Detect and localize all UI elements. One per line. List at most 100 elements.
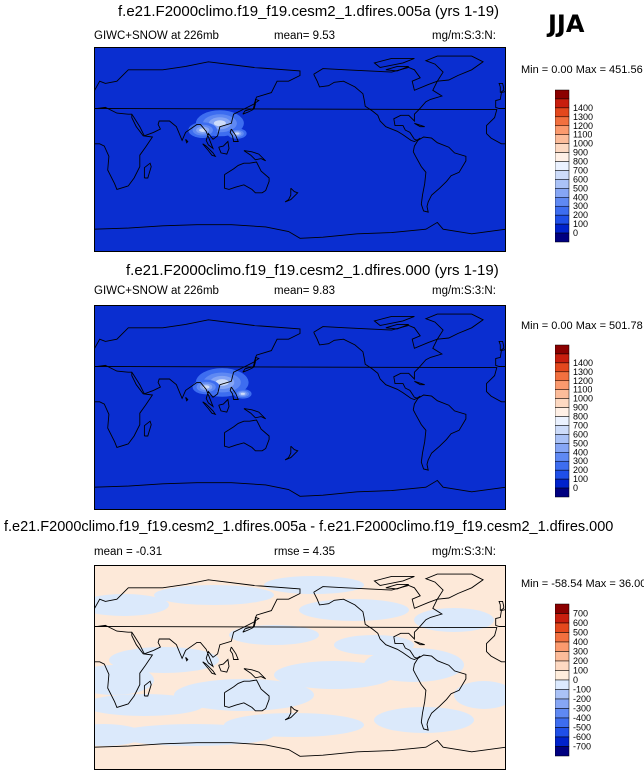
coastline-1: [94, 114, 154, 190]
colorbar-tick-label-9: 200: [573, 656, 588, 666]
coastline-17: [414, 380, 425, 386]
colorbar-tick-label-3: -400: [573, 713, 591, 723]
colorbar-tick-label-0: -700: [573, 742, 591, 752]
coastline-13: [424, 55, 484, 82]
coastline-11: [313, 585, 443, 660]
colorbar-box-14: [555, 107, 570, 118]
colorbar-box-12: [555, 632, 570, 643]
panel1-mean: mean= 9.53: [274, 30, 336, 42]
colorbar-tick-label-12: 500: [573, 628, 588, 638]
colorbar-box-7: [555, 170, 570, 180]
colorbar-tick-label-13: 1300: [573, 367, 593, 377]
panel2-minmax: Min = 0.00 Max = 501.78: [521, 320, 643, 332]
map-frame: [94, 305, 506, 510]
coastline-9: [243, 150, 267, 162]
colorbar-box-3: [555, 717, 570, 728]
colorbar-tick-label-4: 400: [573, 192, 588, 202]
coastlines: [94, 313, 506, 497]
coastline-1: [94, 632, 154, 708]
panel2-variable-label: GIWC+SNOW at 226mb: [94, 285, 219, 297]
panel1-variable-label: GIWC+SNOW at 226mb: [94, 30, 219, 42]
panel2-map: [94, 305, 506, 510]
coastline-8: [202, 661, 217, 676]
diff-patch-0: [94, 665, 154, 695]
coastline-15: [143, 680, 152, 697]
colorbar-tick-label-14: 700: [573, 609, 588, 619]
colorbar-box-16: [555, 344, 570, 355]
colorbar-tick-label-11: 1100: [573, 130, 592, 140]
coastline-5: [284, 445, 299, 461]
colorbar-tick-label-10: 300: [573, 647, 588, 657]
colorbar-box-8: [555, 670, 570, 681]
colorbar-tick-label-11: 400: [573, 637, 588, 647]
colorbar-box-6: [555, 179, 570, 189]
coastline-2: [94, 626, 506, 663]
colorbar-box-15: [555, 603, 570, 614]
colorbar-tick-label-8: 100: [573, 666, 588, 676]
coastline-12: [412, 654, 467, 731]
colorbar-box-9: [555, 152, 570, 162]
diff-patch-12: [229, 625, 319, 645]
map-background: [94, 305, 506, 510]
coastline-20: [185, 396, 189, 402]
diff-patch-8: [414, 608, 494, 632]
colorbar-tick-label-4: -300: [573, 704, 591, 714]
coastline-14: [94, 739, 506, 757]
colorbar-box-1: [555, 736, 570, 747]
panel1-title: f.e21.F2000climo.f19_f19.cesm2_1.dfires.…: [118, 3, 500, 20]
colorbar-box-4: [555, 708, 570, 719]
panel2-mean: mean= 9.83: [274, 285, 336, 297]
colorbar-box-10: [555, 143, 570, 153]
colorbar-box-15: [555, 98, 570, 109]
colorbar-tick-label-7: 700: [573, 165, 588, 175]
coastline-20: [185, 138, 189, 144]
coastline-7: [218, 140, 230, 155]
coastline-10: [229, 646, 239, 660]
panel3-minmax: Min = -58.54 Max = 36.00: [521, 578, 644, 590]
colorbar-tick-label-14: 1400: [573, 103, 593, 113]
colorbar-tick-label-10: 1000: [573, 394, 593, 404]
coastline-16: [498, 340, 505, 351]
coastline-10: [229, 386, 239, 400]
coastline-19: [385, 65, 409, 72]
coastline-14: [94, 221, 506, 239]
coastline-2: [94, 108, 506, 145]
colorbar-box-0: [555, 746, 570, 757]
colorbar-box-3: [555, 205, 570, 216]
colorbar-box-9: [555, 407, 570, 417]
diff-patch-6: [154, 585, 274, 605]
colorbar-box-7: [555, 679, 570, 690]
colorbar-tick-label-12: 1200: [573, 376, 593, 386]
coastline-4: [224, 419, 270, 452]
colorbar-box-12: [555, 125, 570, 135]
panel3-rmse: rmse = 4.35: [274, 546, 336, 558]
colorbar-tick-label-14: 1400: [573, 358, 593, 368]
colorbar-box-11: [555, 641, 570, 652]
panel2-units: mg/m:S:3:N:: [432, 285, 496, 297]
colorbar-box-0: [555, 487, 570, 498]
colorbar-tick-label-7: 700: [573, 420, 588, 430]
coastline-19: [385, 323, 409, 330]
colorbar-tick-label-1: 100: [573, 219, 588, 229]
coastline-9: [243, 668, 267, 680]
colorbar-box-4: [555, 452, 570, 462]
coastline-18: [373, 57, 415, 68]
panel3-colorbar: -700-600-500-400-300-200-100010020030040…: [555, 603, 591, 757]
hotspots: [192, 368, 252, 399]
coastline-5: [284, 187, 299, 203]
colorbar-box-14: [555, 362, 570, 373]
coastline-17: [414, 640, 425, 646]
colorbar-tick-label-5: -200: [573, 694, 591, 704]
diff-patch-15: [454, 681, 506, 709]
colorbar-box-2: [555, 727, 570, 738]
coastline-7: [218, 658, 230, 673]
panel3-units: mg/m:S:3:N:: [432, 546, 496, 558]
colorbar-tick-label-0: 0: [573, 483, 578, 493]
panel1-map: [94, 47, 506, 252]
colorbar-tick-label-2: 200: [573, 210, 588, 220]
colorbar-tick-label-9: 900: [573, 148, 588, 158]
coastline-7: [218, 398, 230, 413]
coastline-6: [242, 616, 260, 633]
coastline-12: [412, 394, 467, 471]
colorbar-box-14: [555, 613, 570, 624]
